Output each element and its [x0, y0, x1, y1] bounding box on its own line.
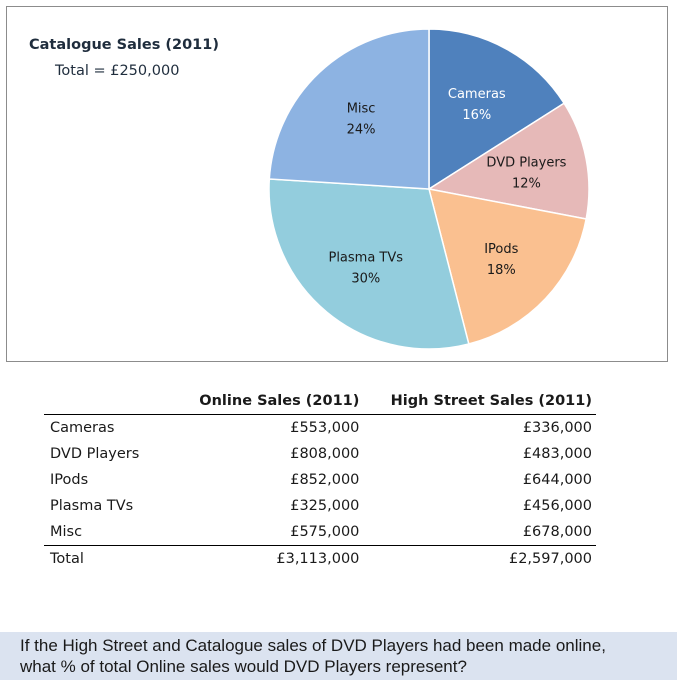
table-row: Cameras £553,000 £336,000	[44, 415, 596, 442]
row-name: DVD Players	[50, 446, 140, 462]
row-online: £575,000	[187, 519, 364, 546]
slice-label-plasma-tvs: Plasma TVs	[328, 250, 403, 265]
row-highstreet: £678,000	[363, 519, 596, 546]
row-name: IPods	[50, 472, 89, 488]
slice-label-ipods: IPods	[484, 242, 518, 257]
slice-value-cameras: 16%	[462, 108, 491, 123]
row-highstreet: £456,000	[522, 498, 592, 514]
pie-chart: Cameras 16% DVD Players 12% IPods 18% Plasma T…	[268, 28, 590, 350]
row-name: Cameras	[50, 420, 115, 436]
pie-slice-ipods	[427, 188, 588, 345]
total-highstreet: £2,597,000	[508, 551, 592, 567]
table-row: Misc £575,000 £678,000	[44, 519, 596, 546]
chart-title: Catalogue Sales (2011)	[29, 37, 219, 53]
total-online: £3,113,000	[276, 551, 360, 567]
row-online: £553,000	[290, 420, 360, 436]
question-box: If the High Street and Catalogue sales o…	[0, 632, 677, 680]
slice-value-ipods: 18%	[487, 263, 516, 278]
table-header-row: Online Sales (2011) High Street Sales (2…	[44, 390, 596, 415]
total-name: Total	[50, 551, 84, 567]
row-highstreet: £483,000	[522, 446, 592, 462]
question-line-2: what % of total Online sales would DVD P…	[20, 657, 467, 676]
row-name: Misc	[44, 519, 188, 546]
table-total-row: Total £3,113,000 £2,597,000	[44, 546, 596, 573]
slice-value-dvd-players: 12%	[512, 176, 541, 191]
row-highstreet: £336,000	[522, 420, 592, 436]
pie-slice-cameras	[428, 28, 566, 191]
slice-label-misc: Misc	[347, 102, 376, 117]
pie-slice-dvd-players	[426, 102, 590, 220]
pie-chart-panel: Cameras 16% DVD Players 12% IPods 18% Plasma T…	[6, 6, 668, 362]
slice-label-cameras: Cameras	[448, 87, 506, 102]
header-category	[44, 390, 188, 415]
header-highstreet-sales: High Street Sales (2011)	[363, 390, 596, 415]
row-highstreet: £644,000	[522, 472, 592, 488]
row-name: Plasma TVs	[50, 498, 134, 514]
slice-value-plasma-tvs: 30%	[351, 271, 380, 286]
slice-label-dvd-players: DVD Players	[486, 155, 566, 170]
row-online: £852,000	[290, 472, 360, 488]
slice-value-misc: 24%	[347, 123, 376, 138]
question-line-1: If the High Street and Catalogue sales o…	[20, 636, 606, 655]
header-online-sales: Online Sales (2011)	[187, 390, 364, 415]
row-online: £808,000	[290, 446, 360, 462]
row-online: £325,000	[290, 498, 360, 514]
table-row: IPods £852,000 £644,000	[44, 467, 596, 493]
pie-slice-plasma-tvs	[268, 178, 470, 350]
table-row: DVD Players £808,000 £483,000	[44, 441, 596, 467]
sales-table: Online Sales (2011) High Street Sales (2…	[44, 390, 596, 572]
pie-slice-misc	[268, 28, 430, 190]
chart-subtitle: Total = £250,000	[55, 63, 180, 79]
table-row: Plasma TVs £325,000 £456,000	[44, 493, 596, 519]
